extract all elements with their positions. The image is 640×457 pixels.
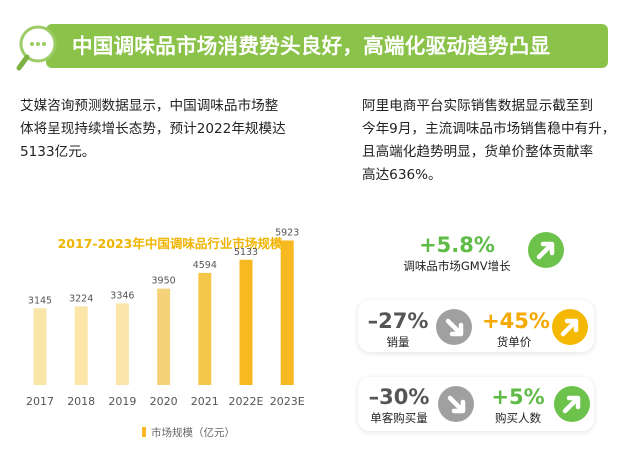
x-tick-label: 2020 xyxy=(150,395,178,408)
sales-volume-label: 销量 xyxy=(386,335,410,349)
right-text-line: 阿里电商平台实际销售数据显示截至到 xyxy=(362,98,594,114)
per-customer-label: 单客购买量 xyxy=(370,411,428,425)
bar-value-label: 5923 xyxy=(275,227,299,238)
down-arrow-icon xyxy=(436,309,472,345)
x-tick-label: 2019 xyxy=(108,395,136,408)
page-title: 中国调味品市场消费势头良好，高端化驱动趋势凸显 xyxy=(72,34,551,58)
chart-legend: 市场规模（亿元） xyxy=(142,425,235,440)
header-banner xyxy=(46,24,608,68)
sales-volume-value: –27% xyxy=(367,309,429,333)
gmv-stat: +5.8% 调味品市场GMV增长 xyxy=(392,232,522,274)
legend-label: 市场规模（亿元） xyxy=(151,427,235,439)
x-tick-label: 2023E xyxy=(270,395,305,408)
down-arrow-icon xyxy=(438,386,474,422)
per-customer-value: –30% xyxy=(368,385,430,409)
x-tick-label: 2018 xyxy=(67,395,95,408)
x-tick-label: 2022E xyxy=(229,395,264,408)
bar xyxy=(74,306,88,385)
x-tick-label: 2017 xyxy=(26,395,54,408)
up-arrow-icon xyxy=(554,386,590,422)
up-arrow-icon xyxy=(552,309,588,345)
bar-group: 5133 2022E xyxy=(229,247,264,408)
bar-value-label: 3224 xyxy=(69,293,93,304)
unit-price-label: 货单价 xyxy=(496,335,532,349)
left-text-line: 体将呈现持续增长态势，预计2022年规模达 xyxy=(20,121,286,137)
bar xyxy=(115,303,129,385)
bar-value-label: 3145 xyxy=(28,295,52,306)
right-paragraph: 阿里电商平台实际销售数据显示截至到 今年9月，主流调味品市场销售稳中有升， 且高… xyxy=(362,95,615,187)
left-text-line: 艾媒咨询预测数据显示，中国调味品市场整 xyxy=(20,98,279,114)
bar xyxy=(33,308,47,385)
x-tick-label: 2021 xyxy=(191,395,219,408)
bar xyxy=(157,288,171,385)
per-customer-stat: –30% 单客购买量 xyxy=(364,384,434,426)
bar-group: 4594 2021 xyxy=(191,260,219,408)
right-text-line: 且高端化趋势明显，货单价整体贡献率 xyxy=(362,144,594,160)
chart-title: 2017-2023年中国调味品行业市场规模 xyxy=(57,236,283,251)
bar-group: 5923 2023E xyxy=(270,227,305,408)
search-icon xyxy=(16,25,57,71)
bar-value-label: 3950 xyxy=(152,276,176,287)
legend-swatch xyxy=(142,427,146,437)
bar-group: 3145 2017 xyxy=(26,295,54,408)
right-text-line: 高达636%。 xyxy=(362,167,442,183)
up-arrow-icon xyxy=(528,232,564,268)
bar xyxy=(239,259,253,385)
gmv-value: +5.8% xyxy=(419,233,495,257)
bar-group: 3224 2018 xyxy=(67,293,95,408)
bar-value-label: 5133 xyxy=(234,247,258,258)
right-text-line: 今年9月，主流调味品市场销售稳中有升， xyxy=(362,121,616,137)
left-text-line: 5133亿元。 xyxy=(20,144,96,160)
bar-group: 3950 2020 xyxy=(150,276,178,408)
bar-chart: 3145 2017 3224 2018 3346 2019 3950 2020 4594 2021… xyxy=(26,227,305,408)
bar xyxy=(198,272,212,385)
buyers-stat: +5% 购买人数 xyxy=(486,384,550,426)
bar-value-label: 4594 xyxy=(193,260,217,271)
gmv-label: 调味品市场GMV增长 xyxy=(403,259,511,273)
unit-price-value: +45% xyxy=(482,309,550,333)
buyers-label: 购买人数 xyxy=(495,411,541,425)
unit-price-stat: +45% 货单价 xyxy=(482,308,550,350)
bar-group: 3346 2019 xyxy=(108,290,136,408)
left-paragraph: 艾媒咨询预测数据显示，中国调味品市场整 体将呈现持续增长态势，预计2022年规模… xyxy=(20,95,286,164)
sales-volume-stat: –27% 销量 xyxy=(366,308,430,350)
bar-value-label: 3346 xyxy=(110,290,134,301)
buyers-value: +5% xyxy=(491,385,545,409)
bar xyxy=(280,240,294,385)
